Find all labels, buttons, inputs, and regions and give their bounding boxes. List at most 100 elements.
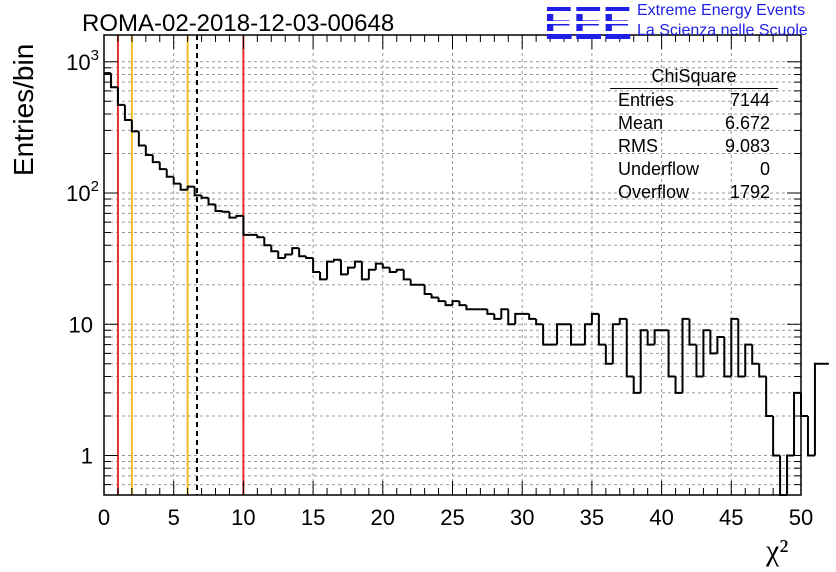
histogram-bin [256,234,265,239]
histogram-bin [583,323,592,345]
grid-lines [104,35,801,496]
stats-value: 0 [759,159,770,179]
histogram-bin [305,256,314,259]
histogram-bin [137,131,146,147]
reference-lines [116,35,245,495]
histogram-bin [179,183,188,191]
histogram-bin [528,313,537,320]
histogram-bin [500,308,509,319]
histogram-bin [395,268,404,273]
histogram-bin [597,313,606,346]
stats-label: Mean [618,113,664,133]
x-tick-label: 30 [510,505,534,530]
histogram-bin [284,253,293,258]
histogram-bin [353,260,362,268]
y-tick-label: 102 [66,178,99,206]
histogram-bin [604,344,613,365]
histogram-series [104,72,829,496]
histogram-bin [388,267,397,274]
histogram-bin [765,376,774,417]
histogram-bin [270,245,279,253]
x-axis-label-text: χ² [766,534,789,567]
stats-row-mean: Mean 6.672 [610,112,778,135]
axes [103,34,802,496]
histogram-bin [228,211,237,219]
histogram-bin [451,300,460,306]
histogram-bin [514,312,523,325]
histogram-bin [346,266,355,275]
stats-value: 1792 [729,182,770,202]
histogram-bin [333,258,341,262]
stats-label: Entries [618,90,675,110]
histogram-bin [569,324,578,346]
histogram-bin [165,169,174,178]
histogram-bin [263,237,272,247]
histogram-bin [158,162,167,171]
histogram-bin [193,186,202,197]
histogram-bin [688,318,697,346]
histogram-bin [507,309,516,326]
histogram-bin [381,263,390,269]
histogram-bin [277,251,286,259]
histogram-bin [130,120,139,133]
histogram-bin [409,279,418,286]
histogram-bin [437,297,446,303]
histogram-bin [730,317,739,377]
histogram-bin [144,145,153,156]
stats-title: ChiSquare [610,66,778,89]
histogram-bin [625,318,634,378]
x-tick-label: 40 [649,505,673,530]
histogram-bin [723,336,732,378]
logo-line-1: Extreme Energy Events [637,2,806,19]
histogram-bin [465,305,474,311]
x-tick-label: 35 [580,505,604,530]
histogram-bin [632,376,641,394]
histogram-bin [716,335,725,354]
histogram-bin [367,268,376,280]
histogram-bin [172,176,181,185]
histogram-bin [744,343,753,377]
histogram-bin [793,391,801,456]
histogram-bin [674,376,683,394]
logo-line-2: La Scienza nelle Scuole [637,22,808,39]
x-tick-label: 50 [789,505,813,530]
stats-row-entries: Entries 7144 [610,89,778,112]
stats-label: RMS [618,136,658,156]
histogram-bin [646,330,655,346]
y-axis-label: Entries/bin [8,43,39,176]
histogram-bin [423,284,432,296]
histogram-bin [618,317,627,325]
histogram-bin [200,195,209,199]
x-tick-label: 10 [231,505,255,530]
eee-logo: EEE [542,0,634,44]
histogram-bin [695,344,704,378]
histogram-bin [360,261,369,281]
histogram-bin [186,185,195,190]
histogram-bin [639,329,648,393]
x-tick-label: 20 [371,505,395,530]
histogram-bin [242,215,251,236]
stats-row-underflow: Underflow 0 [610,158,778,181]
histogram-bin [542,324,551,346]
histogram-bin [486,309,495,315]
histogram-bin [235,214,244,218]
histogram-bin [319,272,328,281]
y-tick-label: 103 [66,47,99,75]
chart-title: ROMA-02-2018-12-03-00648 [82,10,395,37]
histogram-bin [709,330,718,355]
histogram-bin [116,87,125,106]
histogram-bin [221,210,230,213]
histogram-bin [653,329,662,345]
histogram-bin [207,197,216,206]
histogram-bin [772,415,781,457]
histogram-bin [758,363,767,378]
histogram-bin [109,73,118,89]
histogram-bin [751,344,760,365]
histogram-bin [374,262,383,270]
histogram-bin [800,392,808,417]
histogram-bin [291,247,300,255]
histogram-bin [813,362,822,456]
histogram-bin [590,312,599,325]
histogram-bin [444,301,453,307]
